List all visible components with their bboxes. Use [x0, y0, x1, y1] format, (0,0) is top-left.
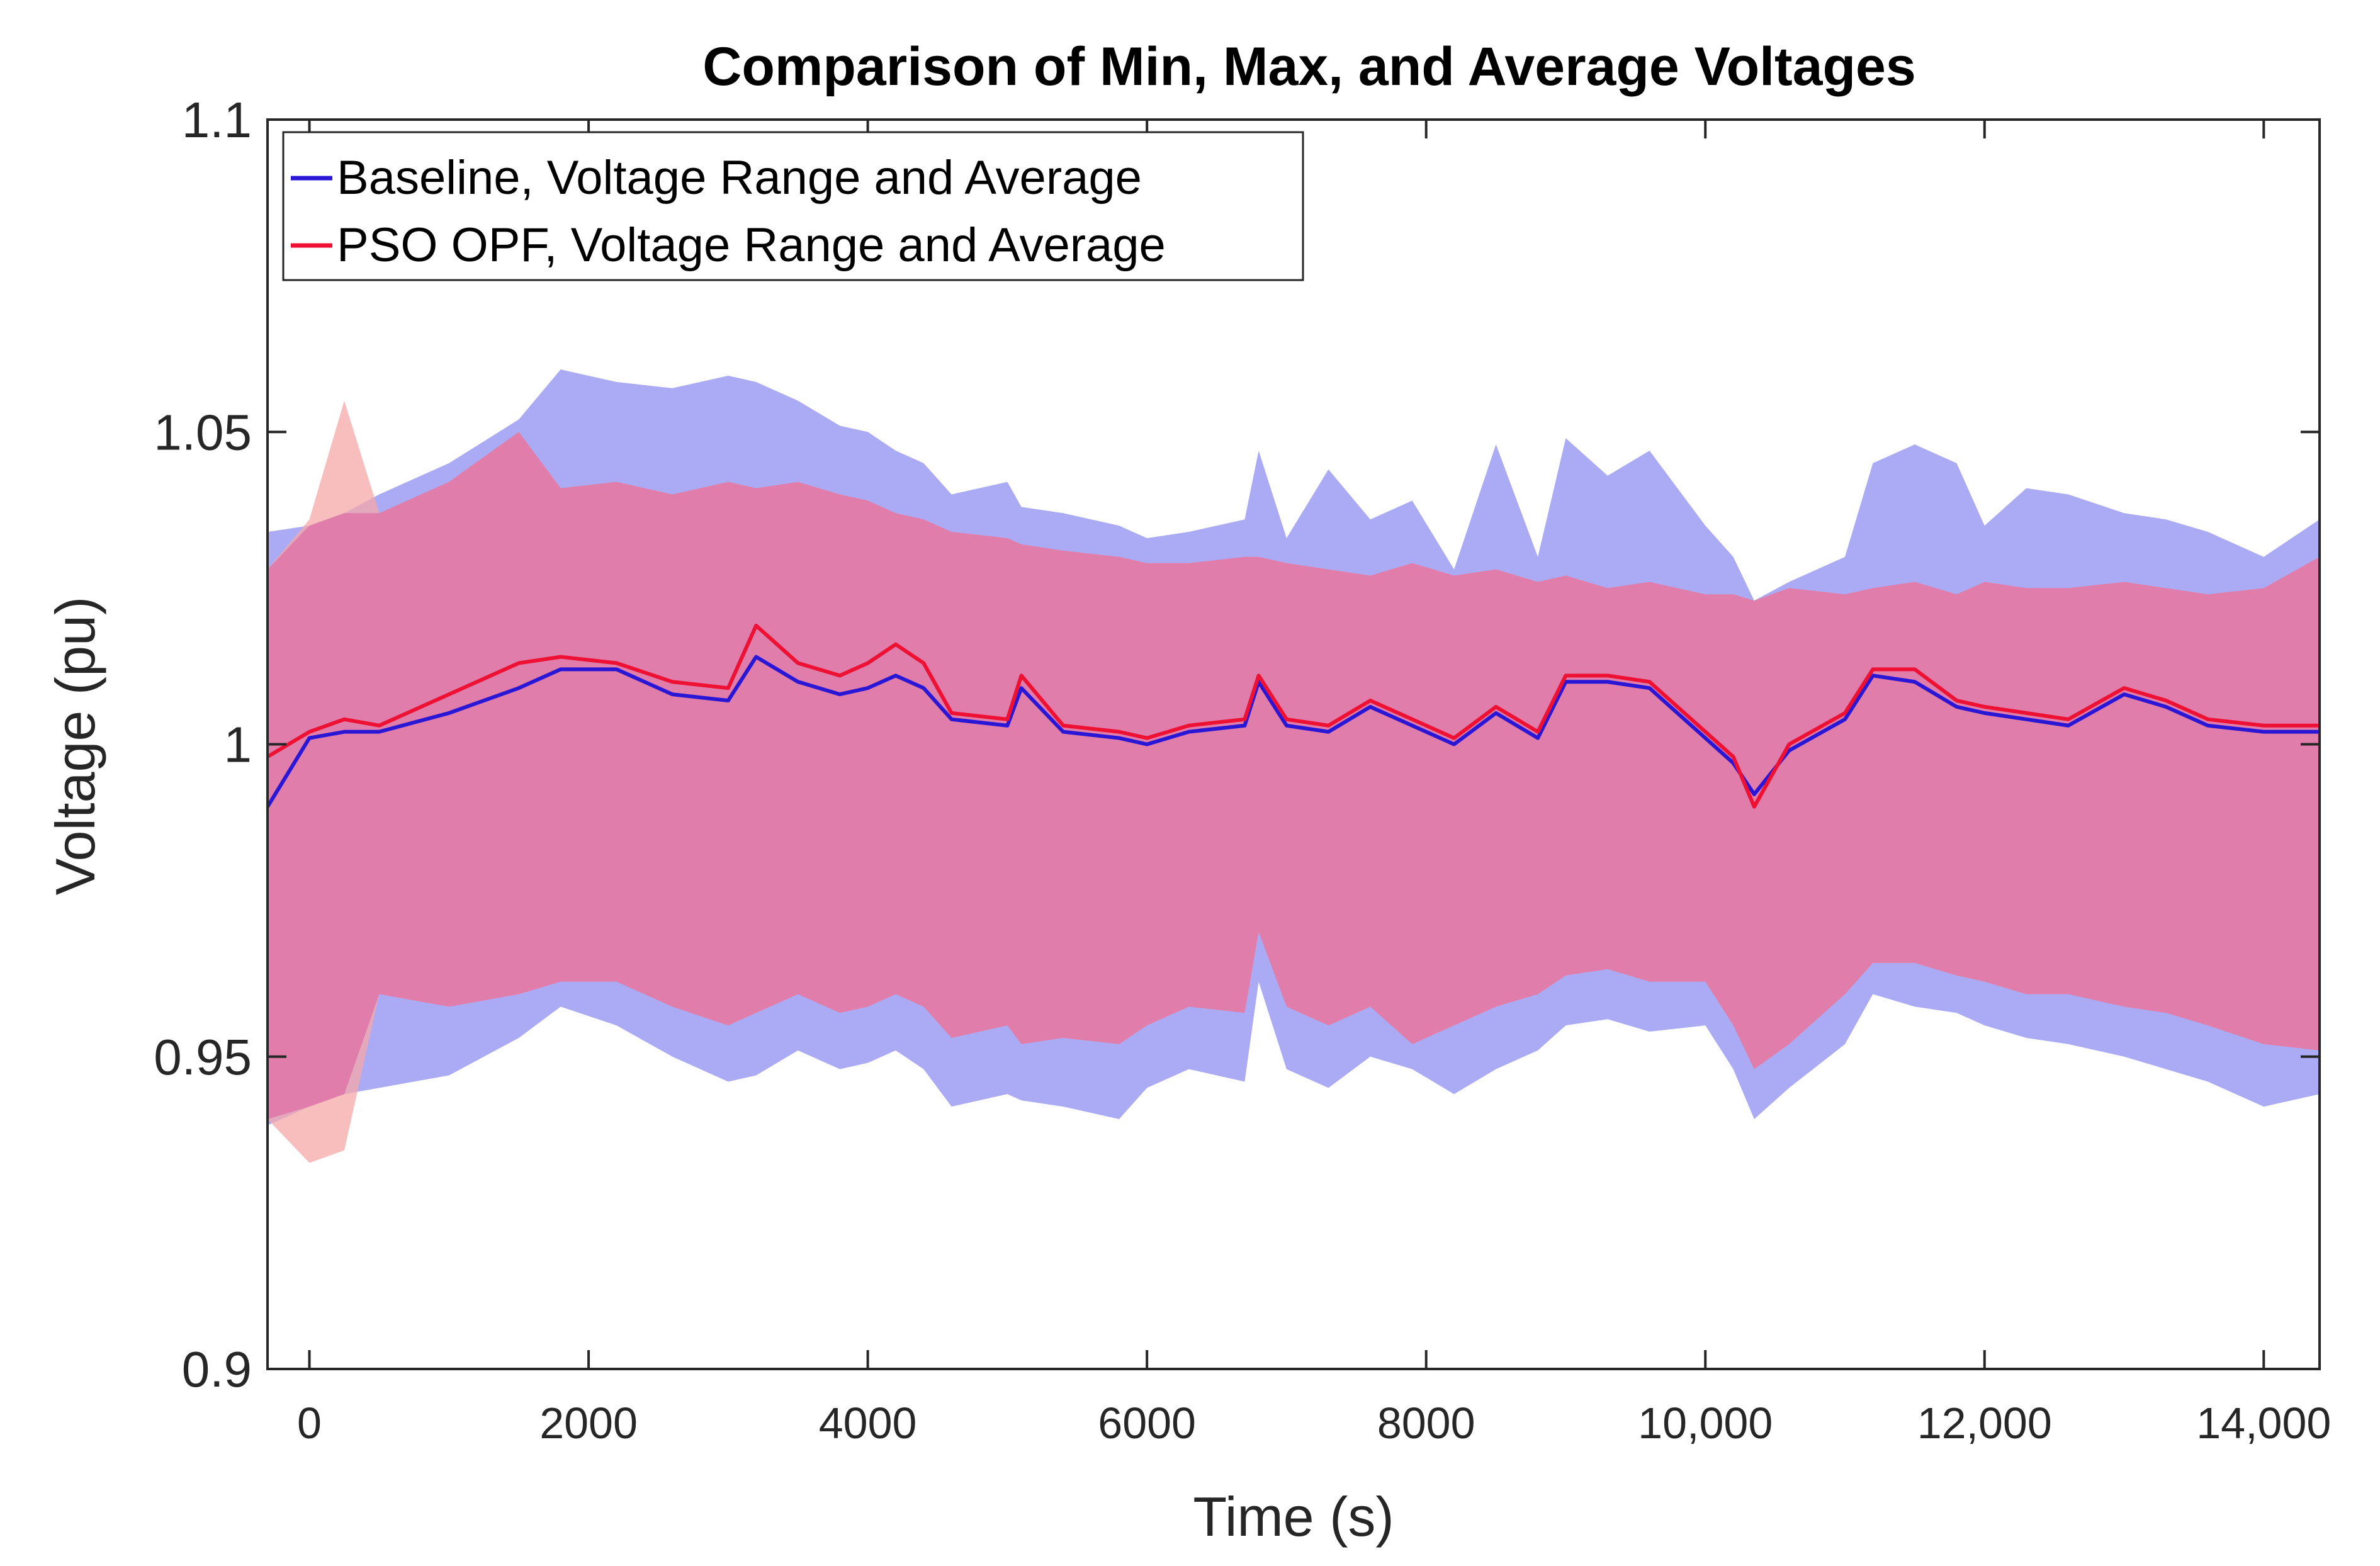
x-tick-label: 14,000	[2196, 1399, 2331, 1448]
legend: Baseline, Voltage Range and Average PSO …	[282, 131, 1304, 281]
y-tick-label: 1.1	[182, 92, 252, 148]
x-tick-label: 10,000	[1638, 1399, 1773, 1448]
plot-layer	[268, 369, 2320, 1163]
avg-line-baseline	[268, 655, 2320, 808]
x-tick-label: 8000	[1377, 1399, 1475, 1448]
y-axis-label: Voltage (pu)	[44, 597, 106, 896]
x-ticks: 0 2000 4000 6000 8000 10,000 12,000 14,000	[297, 120, 2331, 1448]
legend-label-pso: PSO OPF, Voltage Range and Average	[337, 218, 1166, 272]
x-tick-label: 6000	[1098, 1399, 1196, 1448]
avg-line-pso-opf	[268, 623, 2320, 809]
band-overlap	[268, 432, 2320, 1119]
y-tick-label: 1.05	[154, 404, 252, 460]
voltage-bands	[268, 369, 2320, 1163]
y-ticks: 0.9 0.95 1 1.05 1.1	[154, 92, 2320, 1397]
average-lines	[268, 623, 2320, 809]
y-tick-label: 0.95	[154, 1029, 252, 1085]
y-tick-label: 1	[224, 717, 252, 773]
legend-label-baseline: Baseline, Voltage Range and Average	[337, 151, 1142, 205]
x-tick-label: 2000	[539, 1399, 638, 1448]
y-tick-label: 0.9	[182, 1341, 252, 1397]
chart-title: Comparison of Min, Max, and Average Volt…	[702, 37, 1915, 97]
x-tick-label: 12,000	[1917, 1399, 2052, 1448]
x-tick-label: 4000	[819, 1399, 917, 1448]
x-axis-label: Time (s)	[1193, 1485, 1394, 1548]
x-tick-label: 0	[297, 1399, 322, 1448]
legend-box	[282, 131, 1304, 281]
